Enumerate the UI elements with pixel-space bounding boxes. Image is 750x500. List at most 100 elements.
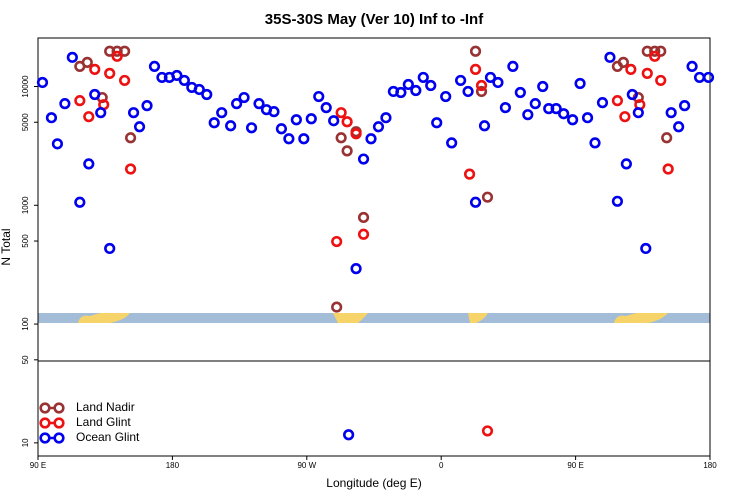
point <box>178 74 190 87</box>
y-tick-label: 50 <box>21 355 30 364</box>
point <box>83 158 95 170</box>
point <box>95 107 107 119</box>
legend-marker <box>39 432 51 444</box>
point <box>529 98 541 110</box>
point <box>619 111 631 123</box>
x-tick-label: 0 <box>439 461 444 470</box>
plot-frame <box>37 37 711 457</box>
point <box>104 67 116 79</box>
point <box>305 113 317 125</box>
point <box>231 98 243 110</box>
point <box>417 71 429 84</box>
point <box>463 168 476 180</box>
point <box>66 51 78 63</box>
point <box>335 132 347 144</box>
point <box>328 115 340 127</box>
point <box>331 235 343 248</box>
point <box>343 429 355 441</box>
point <box>201 88 213 101</box>
point <box>558 108 570 120</box>
point <box>514 86 526 99</box>
x-tick-label: 90 E <box>30 461 46 470</box>
point <box>74 196 86 208</box>
point <box>350 263 362 275</box>
x-tick-label: 180 <box>166 461 180 470</box>
point <box>665 107 677 119</box>
land <box>78 313 130 323</box>
point <box>440 90 452 103</box>
point <box>581 112 594 124</box>
x-tick-label: 90 W <box>297 461 316 470</box>
point <box>341 145 353 157</box>
point <box>124 132 137 144</box>
point <box>481 191 494 203</box>
point <box>83 111 95 123</box>
point <box>469 63 482 75</box>
point <box>499 102 512 114</box>
point <box>141 100 153 112</box>
point <box>89 63 101 75</box>
y-tick-label: 100 <box>21 317 30 331</box>
point <box>193 83 205 96</box>
point <box>431 117 443 129</box>
point <box>655 74 667 87</box>
point <box>238 91 250 104</box>
point <box>335 107 347 119</box>
legend-marker <box>53 402 65 414</box>
legend-marker <box>53 417 65 429</box>
x-tick-label: 180 <box>703 461 717 470</box>
point <box>372 121 385 133</box>
point <box>283 133 295 145</box>
map-strip <box>38 313 710 323</box>
y-tick-label: 1000 <box>21 196 30 214</box>
point <box>290 114 302 126</box>
point <box>357 153 370 165</box>
point <box>119 74 131 87</box>
point <box>350 128 362 140</box>
point <box>625 63 637 75</box>
legend-marker <box>53 432 65 444</box>
point <box>74 95 86 107</box>
point <box>686 60 698 73</box>
point <box>275 123 288 135</box>
point <box>661 132 673 144</box>
point <box>481 425 494 437</box>
land <box>468 313 488 323</box>
point <box>537 80 549 93</box>
y-tick-label: 5000 <box>21 113 30 131</box>
series <box>74 50 674 437</box>
point <box>679 100 691 112</box>
land <box>614 313 668 323</box>
point <box>702 71 715 84</box>
point <box>611 95 624 107</box>
point <box>331 301 343 313</box>
point <box>119 45 131 57</box>
point <box>341 116 353 128</box>
x-axis-label: Longitude (deg E) <box>326 476 421 490</box>
point <box>574 77 586 90</box>
point <box>455 74 467 87</box>
point <box>36 76 49 89</box>
point <box>127 107 140 119</box>
point <box>410 84 422 97</box>
point <box>298 133 310 145</box>
land <box>333 313 368 323</box>
point <box>268 106 280 118</box>
point <box>357 228 370 240</box>
y-tick-label: 10000 <box>21 75 30 98</box>
legend-label: Land Nadir <box>76 400 135 414</box>
point <box>171 69 183 82</box>
point <box>320 102 332 114</box>
point <box>641 67 653 79</box>
y-tick-label: 500 <box>21 234 30 248</box>
point <box>216 107 228 119</box>
point <box>380 112 392 124</box>
point <box>81 56 93 68</box>
point <box>611 195 624 207</box>
point <box>604 51 616 63</box>
x-tick-label: 90 E <box>567 461 583 470</box>
point <box>253 98 265 110</box>
point <box>475 79 488 92</box>
